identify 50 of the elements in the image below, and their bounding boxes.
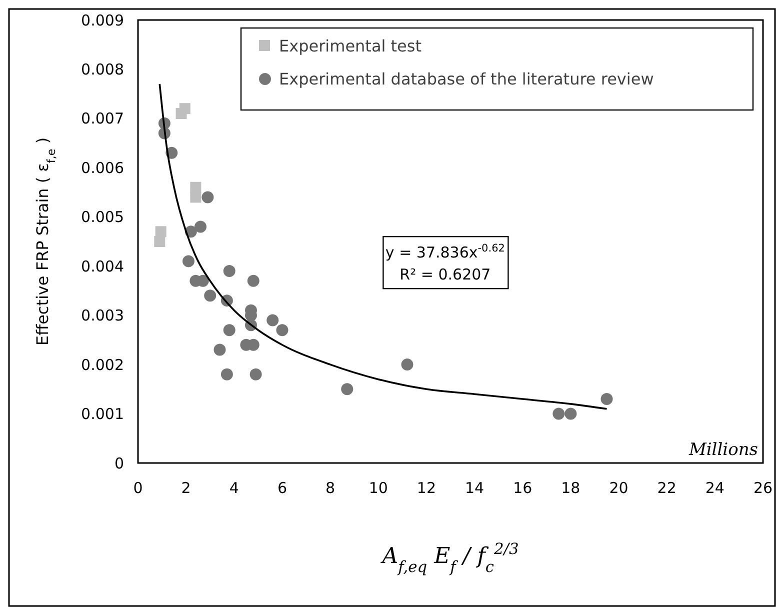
x-tick-label: 6 xyxy=(277,479,288,497)
point xyxy=(190,182,202,193)
x-tick-label: 8 xyxy=(326,479,336,497)
point xyxy=(204,290,216,302)
annotation: R² = 0.6207 xyxy=(400,266,491,284)
x-tick-label: 12 xyxy=(416,479,436,497)
point xyxy=(202,191,214,204)
point xyxy=(564,408,577,420)
point xyxy=(401,358,414,371)
x-tick-label: 14 xyxy=(464,479,484,497)
annotation: Millions xyxy=(688,440,758,460)
point xyxy=(552,408,565,420)
point xyxy=(154,236,166,247)
x-tick-label: 16 xyxy=(513,479,532,497)
x-tick-label: 22 xyxy=(657,479,676,497)
point xyxy=(266,314,279,326)
y-tick-label: 0.005 xyxy=(81,208,124,226)
x-tick-label: 0 xyxy=(133,479,143,497)
point xyxy=(223,324,236,336)
point xyxy=(220,368,233,380)
x-tick-label: 4 xyxy=(229,479,239,497)
point xyxy=(179,103,190,114)
point xyxy=(247,274,260,287)
legend-label: Experimental database of the literature review xyxy=(279,70,654,89)
point xyxy=(155,226,166,238)
point xyxy=(341,383,354,396)
y-tick-label: 0 xyxy=(114,454,124,472)
x-tick-label: 2 xyxy=(181,479,191,497)
point xyxy=(600,393,613,406)
point xyxy=(223,265,236,278)
point xyxy=(194,220,206,233)
x-tick-label: 26 xyxy=(753,479,773,497)
x-tick-label: 20 xyxy=(609,479,628,497)
legend-label: Experimental test xyxy=(279,36,422,56)
y-tick-label: 0.007 xyxy=(81,110,124,128)
y-tick-label: 0.001 xyxy=(81,405,124,424)
y-tick-label: 0.004 xyxy=(81,257,124,276)
point xyxy=(182,255,194,268)
x-tick-label: 18 xyxy=(561,479,580,497)
x-tick-label: 10 xyxy=(368,479,388,497)
point xyxy=(250,368,262,380)
y-tick-label: 0.006 xyxy=(81,158,124,177)
point xyxy=(214,344,226,356)
x-tick-label: 24 xyxy=(705,479,724,497)
y-tick-label: 0.008 xyxy=(81,60,124,78)
annotation: y = 37.836x$^{-0.62}$ xyxy=(385,242,505,262)
y-tick-label: 0.009 xyxy=(81,11,124,30)
point xyxy=(276,324,288,336)
y-tick-label: 0.002 xyxy=(81,356,124,374)
y-tick-label: 0.003 xyxy=(81,306,124,325)
